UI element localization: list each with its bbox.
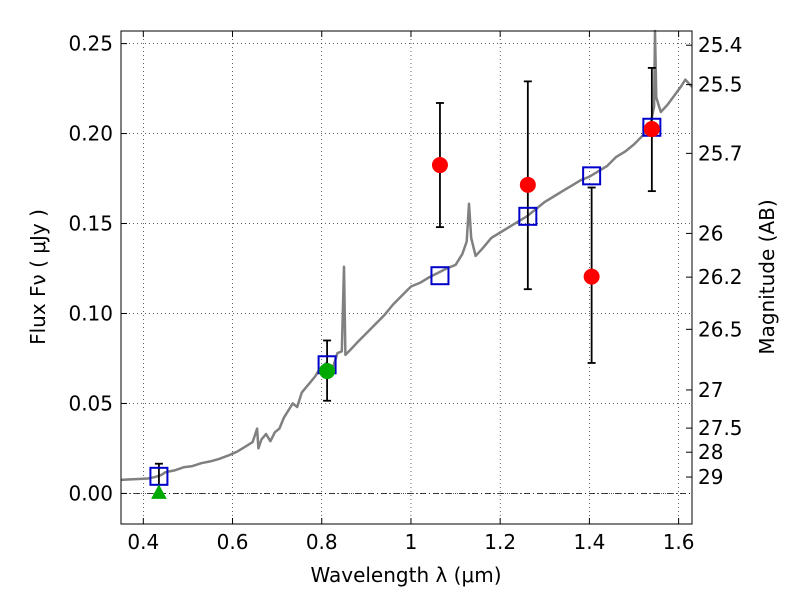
y2-tick-label: 25.4 (698, 33, 743, 57)
series-group (120, 29, 693, 482)
y-axis-label: Flux Fν ( μJy ) (26, 209, 50, 345)
x-tick-label: 0.8 (306, 530, 338, 554)
y-ticks: 0.00 0.05 0.10 0.15 0.20 0.25 (68, 32, 127, 505)
x-axis-label: Wavelength λ (μm) (310, 563, 501, 587)
circle-marker (319, 363, 336, 380)
y2-tick-label: 28 (698, 440, 723, 464)
circle-marker (431, 157, 448, 174)
square-marker (582, 166, 602, 186)
x-tick-label: 1.6 (663, 530, 695, 554)
plot-area (121, 31, 692, 524)
y2-tick-label: 27 (698, 378, 723, 402)
x-tick-label: 1.2 (484, 530, 516, 554)
y-tick-label: 0.00 (68, 481, 113, 505)
y-tick-label: 0.25 (68, 32, 113, 56)
sed-line (120, 29, 693, 482)
circle-marker (519, 176, 536, 193)
y-tick-label: 0.10 (68, 301, 113, 325)
y2-axis-label: Magnitude (AB) (755, 199, 779, 354)
y2-tick-label: 29 (698, 465, 723, 489)
x-tick-label: 1.4 (573, 530, 605, 554)
y-tick-label: 0.15 (68, 212, 113, 236)
markers-group (149, 117, 662, 499)
y2-tick-label: 27.5 (698, 416, 743, 440)
triangle-marker (151, 484, 167, 499)
y2-tick-label: 25.7 (698, 141, 743, 165)
circle-marker (583, 268, 600, 285)
y2-tick-label: 26.2 (698, 265, 743, 289)
square-marker (430, 266, 450, 286)
x-tick-label: 1 (405, 530, 418, 554)
square-marker (518, 206, 538, 226)
x-ticks: 0.4 0.6 0.8 1 1.2 1.4 1.6 (127, 31, 695, 554)
y-tick-label: 0.20 (68, 122, 113, 146)
y-tick-label: 0.05 (68, 391, 113, 415)
y2-tick-label: 25.5 (698, 73, 743, 97)
x-tick-label: 0.4 (127, 530, 159, 554)
circle-marker (643, 121, 660, 138)
y2-tick-label: 26.5 (698, 317, 743, 341)
y2-tick-label: 26 (698, 221, 723, 245)
x-tick-label: 0.6 (217, 530, 249, 554)
